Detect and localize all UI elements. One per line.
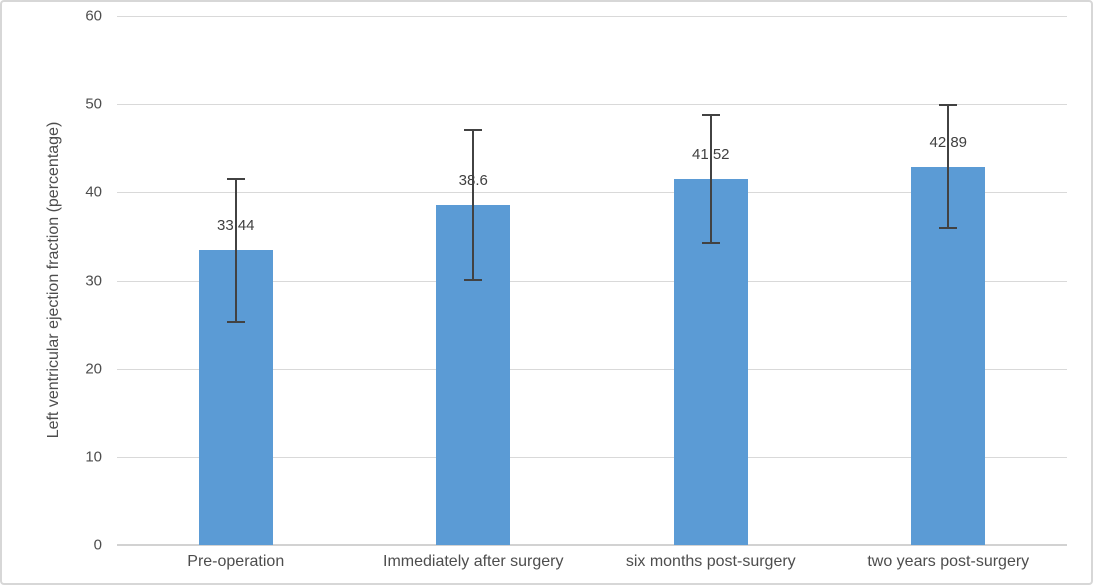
data-label: 33.44 (216, 217, 255, 235)
error-bar-cap-top (226, 178, 245, 181)
error-bar-cap-bottom (464, 278, 483, 281)
x-category-label: six months post-surgery (625, 553, 796, 570)
data-label: 38.6 (458, 171, 488, 189)
error-bar-line (472, 129, 475, 280)
x-category-label: Immediately after surgery (382, 553, 564, 570)
gridline (117, 104, 1067, 106)
error-bar-cap-bottom (226, 320, 245, 323)
error-bar-line (234, 179, 237, 322)
gridline (117, 192, 1067, 194)
data-label: 41.52 (691, 145, 730, 163)
data-label: 42.89 (929, 133, 968, 151)
error-bar-line (709, 114, 712, 244)
x-category-label: two years post-surgery (867, 553, 1030, 570)
x-axis-line (117, 544, 1067, 546)
y-tick-label: 10 (85, 448, 102, 466)
error-bar-cap-top (701, 113, 720, 116)
y-tick-label: 20 (85, 360, 102, 378)
y-tick-label: 40 (85, 183, 102, 201)
error-bar-cap-bottom (939, 226, 958, 229)
x-category-label: Pre-operation (187, 553, 285, 570)
error-bar-line (947, 105, 950, 228)
y-tick-label: 30 (85, 272, 102, 289)
y-tick-label: 60 (85, 7, 102, 25)
gridline (117, 368, 1067, 370)
gridline (117, 280, 1067, 282)
bar (911, 166, 986, 545)
error-bar-cap-top (464, 128, 483, 131)
error-bar-cap-top (939, 104, 958, 107)
gridline (117, 456, 1067, 458)
y-tick-label: 0 (93, 536, 102, 554)
y-tick-label: 50 (85, 95, 102, 113)
error-bar-cap-bottom (701, 242, 720, 245)
gridline (117, 16, 1067, 17)
